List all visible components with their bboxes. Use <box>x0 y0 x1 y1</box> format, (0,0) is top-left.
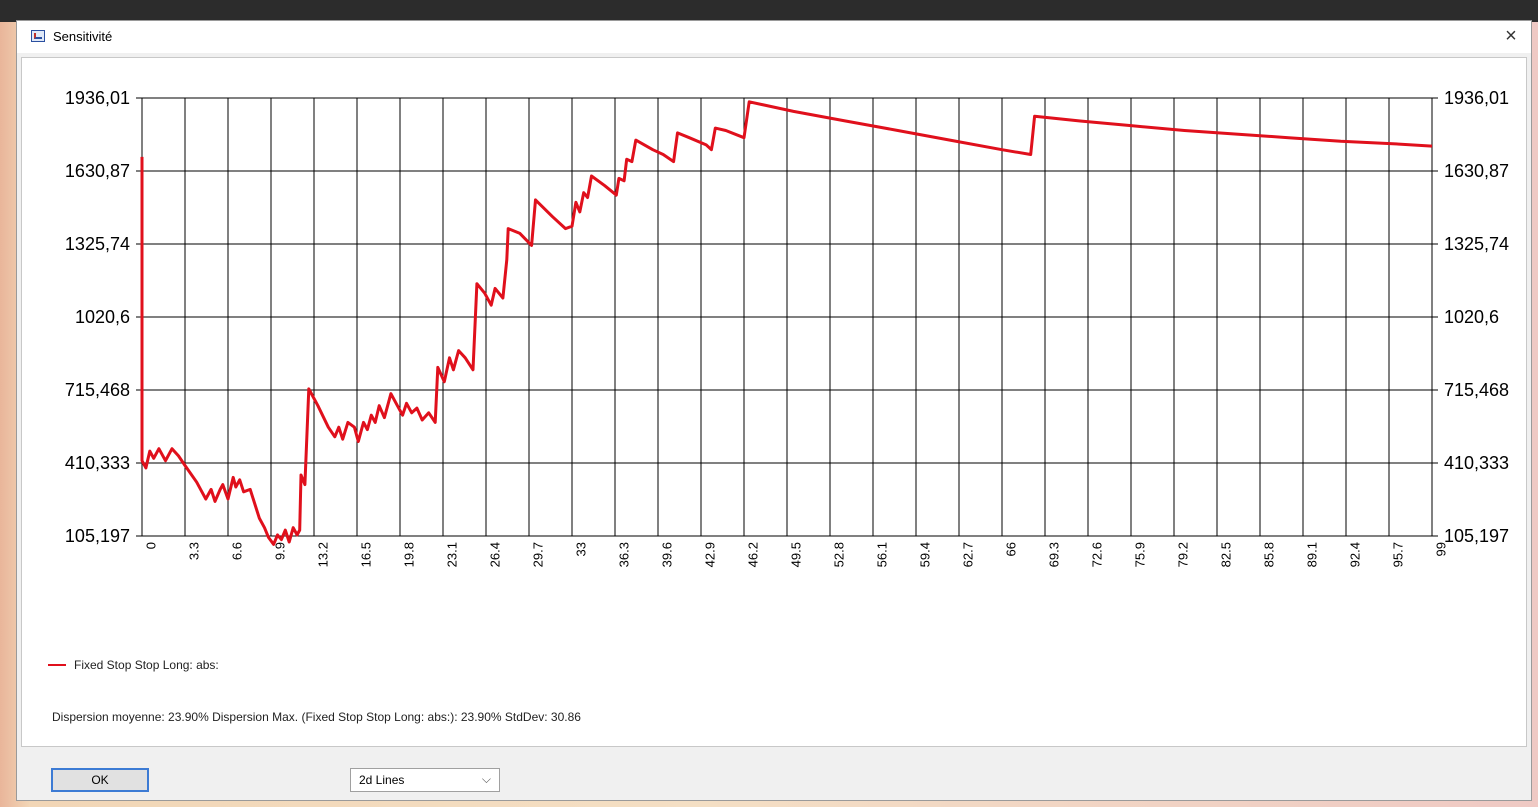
x-tick-label: 52.8 <box>832 542 847 567</box>
x-tick-label: 56.1 <box>875 542 890 567</box>
x-tick-label: 16.5 <box>359 542 374 567</box>
y-tick-label-left: 715,468 <box>65 380 130 400</box>
legend-label: Fixed Stop Stop Long: abs: <box>74 658 219 672</box>
y-tick-label-right: 1630,87 <box>1444 161 1509 181</box>
x-tick-label: 0 <box>144 542 159 549</box>
y-tick-label-right: 1020,6 <box>1444 307 1499 327</box>
title-bar[interactable]: Sensitivité × <box>17 21 1531 53</box>
x-tick-label: 72.6 <box>1090 542 1105 567</box>
x-tick-label: 6.6 <box>230 542 245 560</box>
y-tick-label-left: 1020,6 <box>75 307 130 327</box>
x-tick-label: 3.3 <box>187 542 202 560</box>
x-tick-label: 99 <box>1434 542 1449 556</box>
x-tick-label: 59.4 <box>918 542 933 567</box>
x-tick-label: 13.2 <box>316 542 331 567</box>
x-tick-label: 92.4 <box>1348 542 1363 567</box>
x-tick-label: 29.7 <box>531 542 546 567</box>
sensitivity-chart: 0 3.3 6.6 9.9 13.2 16.5 19.8 23.1 26.4 29.7 33 36.3… <box>65 88 1509 567</box>
background-band <box>0 0 1538 22</box>
chevron-down-icon: ⌵ <box>481 772 491 786</box>
x-tick-label: 95.7 <box>1391 542 1406 567</box>
x-tick-label: 42.9 <box>703 542 718 567</box>
x-tick-label: 33 <box>574 542 589 556</box>
chart-type-select[interactable]: 2d Lines ⌵ <box>350 768 500 792</box>
x-tick-label: 85.8 <box>1262 542 1277 567</box>
y-tick-label-left: 1630,87 <box>65 161 130 181</box>
series-line <box>140 100 1433 546</box>
y-tick-label-right: 1325,74 <box>1444 234 1509 254</box>
ok-button[interactable]: OK <box>51 768 149 792</box>
x-tick-label: 9.9 <box>273 542 288 560</box>
y-tick-label-left: 1325,74 <box>65 234 130 254</box>
y-tick-label-right: 715,468 <box>1444 380 1509 400</box>
y-tick-label-right: 105,197 <box>1444 526 1509 546</box>
x-tick-label: 39.6 <box>660 542 675 567</box>
x-tick-label: 62.7 <box>961 542 976 567</box>
x-tick-label: 66 <box>1004 542 1019 556</box>
sensitivity-dialog: Sensitivité × 0 3.3 6.6 9.9 13.2 16.5 19.8 23.1… <box>16 20 1532 801</box>
x-tick-label: 46.2 <box>746 542 761 567</box>
y-tick-label-left: 105,197 <box>65 526 130 546</box>
x-tick-label: 19.8 <box>402 542 417 567</box>
x-tick-label: 36.3 <box>617 542 632 567</box>
x-tick-label: 89.1 <box>1305 542 1320 567</box>
x-tick-label: 69.3 <box>1047 542 1062 567</box>
x-tick-label: 75.9 <box>1133 542 1148 567</box>
y-tick-label-right: 410,333 <box>1444 453 1509 473</box>
y-tick-label-right: 1936,01 <box>1444 88 1509 108</box>
x-tick-label: 79.2 <box>1176 542 1191 567</box>
x-tick-label: 26.4 <box>488 542 503 567</box>
window-title: Sensitivité <box>53 29 113 44</box>
close-button[interactable]: × <box>1505 25 1517 47</box>
chart-panel: 0 3.3 6.6 9.9 13.2 16.5 19.8 23.1 26.4 29.7 33 36.3… <box>21 57 1527 747</box>
x-tick-label: 49.5 <box>789 542 804 567</box>
chart-app-icon <box>31 30 45 42</box>
dispersion-stats: Dispersion moyenne: 23.90% Dispersion Ma… <box>52 710 581 724</box>
legend-swatch <box>48 664 66 666</box>
chart-legend: Fixed Stop Stop Long: abs: <box>48 658 219 672</box>
y-tick-label-left: 410,333 <box>65 453 130 473</box>
y-tick-label-left: 1936,01 <box>65 88 130 108</box>
chart-type-value: 2d Lines <box>359 773 405 787</box>
x-tick-label: 82.5 <box>1219 542 1234 567</box>
x-tick-label: 23.1 <box>445 542 460 567</box>
